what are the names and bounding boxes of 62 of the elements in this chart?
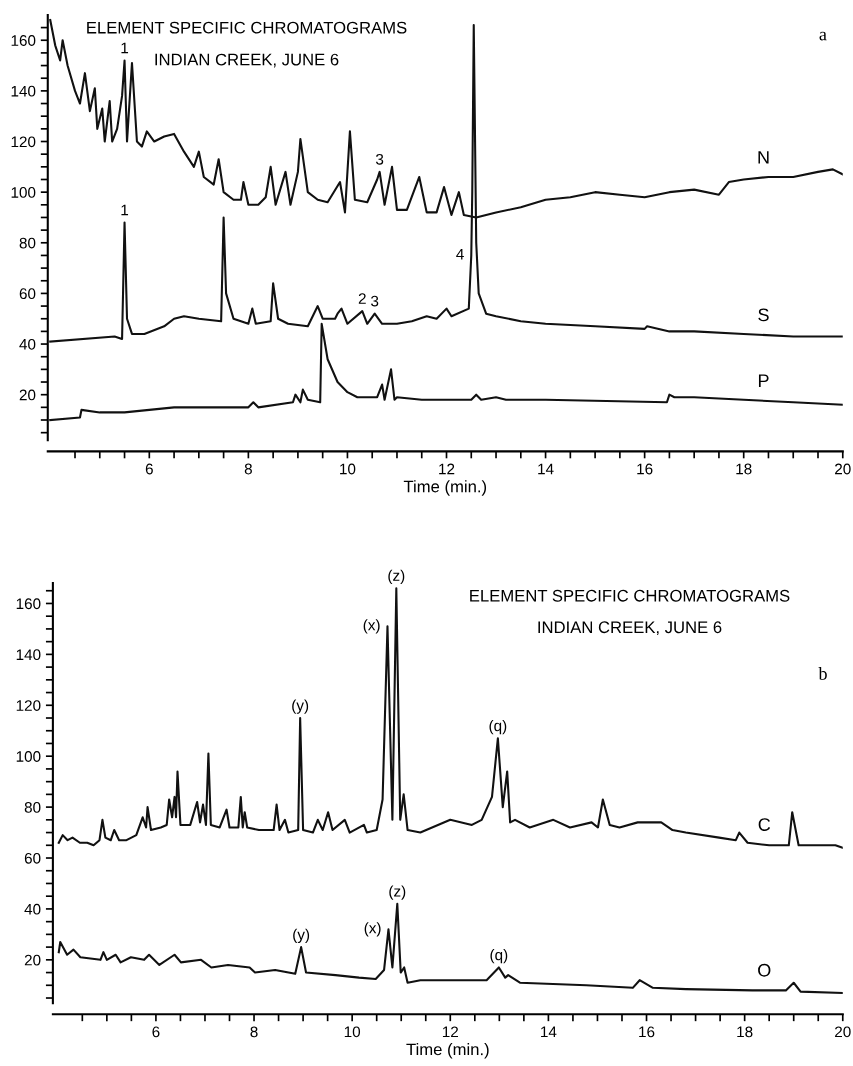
annotation: a (819, 31, 827, 41)
y-tick-label: 100 (16, 751, 41, 762)
annotation: 3 (371, 295, 379, 307)
annotation: 4 (456, 248, 464, 260)
series-label: S (758, 308, 769, 322)
y-tick-label: 140 (16, 649, 41, 661)
x-tick-label: 8 (244, 463, 252, 475)
x-tick-label: 8 (250, 1026, 258, 1038)
y-tick-label: 160 (11, 35, 36, 46)
annotation: (y) (292, 699, 309, 714)
annotation: 1 (121, 42, 129, 54)
annotation: 1 (121, 204, 129, 216)
annotation: (x) (364, 922, 381, 937)
y-tick-label: 60 (24, 852, 41, 864)
series-label: P (758, 374, 769, 387)
x-tick-label: 12 (439, 463, 455, 475)
annotation: 3 (375, 153, 384, 165)
annotation: (y) (293, 928, 310, 943)
x-tick-label: 12 (442, 1026, 459, 1038)
x-tick-label: 6 (145, 463, 153, 475)
y-tick-label: 60 (19, 288, 36, 300)
annotation: 2 (358, 293, 366, 304)
x-tick-label: 18 (737, 1026, 753, 1038)
line-series (57, 587, 843, 849)
x-tick-label: 6 (152, 1026, 160, 1038)
y-tick-label: 100 (11, 187, 36, 198)
y-tick-label: 20 (24, 954, 41, 966)
y-tick-label: 120 (11, 136, 36, 148)
x-tick-label: 10 (340, 463, 356, 475)
annotation: (x) (363, 619, 380, 634)
annotation: b (818, 667, 827, 680)
x-tick-label: 16 (637, 463, 653, 475)
series-label: O (758, 963, 771, 977)
x-tick-label: 14 (541, 1026, 557, 1038)
y-tick-label: 80 (24, 801, 41, 813)
y-tick-label: 40 (19, 338, 36, 350)
x-tick-label: 18 (736, 463, 752, 475)
y-tick-label: 160 (16, 598, 41, 610)
chart-title: ELEMENT SPECIFIC CHROMATOGRAMS (87, 21, 407, 34)
series-label: C (758, 818, 771, 831)
chart-title: ELEMENT SPECIFIC CHROMATOGRAMS (470, 589, 790, 602)
x-tick-label: 16 (639, 1026, 655, 1038)
annotation: (z) (389, 885, 406, 900)
line-series (49, 322, 843, 422)
x-tick-label: 20 (835, 1026, 851, 1038)
text: INDIAN CREEK, JUNE 6 (538, 621, 722, 636)
x-tick-label: 10 (344, 1026, 361, 1038)
x-axis-title: Time (min.) (403, 480, 487, 496)
y-tick-label: 40 (24, 903, 41, 915)
x-axis-title: Time (min.) (406, 1043, 489, 1059)
line-series (57, 902, 843, 994)
y-tick-label: 140 (11, 85, 36, 97)
x-tick-label: 20 (835, 463, 851, 475)
annotation: (z) (388, 569, 405, 585)
annotation: (q) (490, 949, 508, 964)
text: INDIAN CREEK, JUNE 6 (155, 53, 339, 68)
series-label: N (758, 151, 769, 164)
x-tick-label: 14 (538, 463, 554, 475)
y-tick-label: 20 (19, 389, 36, 401)
y-tick-label: 120 (16, 700, 41, 711)
annotation: (q) (489, 719, 507, 735)
y-tick-label: 80 (19, 237, 36, 249)
